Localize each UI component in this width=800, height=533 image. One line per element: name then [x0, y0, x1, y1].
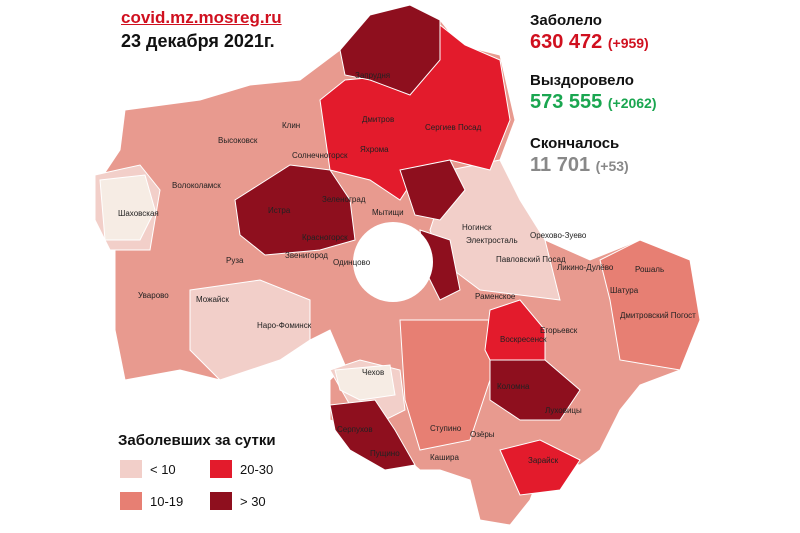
stat-delta: (+2062) — [607, 95, 657, 111]
legend-item: 10-19 — [120, 492, 183, 510]
legend-item: 20-30 — [210, 460, 273, 478]
town-label: Можайск — [196, 295, 229, 304]
town-label: Ногинск — [462, 223, 492, 232]
town-label: Солнечногорск — [292, 151, 348, 160]
region — [189, 279, 311, 381]
stat-label: Заболело — [530, 12, 602, 29]
legend-swatch — [210, 460, 232, 478]
stat-delta: (+959) — [607, 35, 649, 51]
region — [234, 164, 356, 256]
date: 23 декабря 2021г. — [121, 31, 275, 51]
stat-total: 630 472 — [530, 31, 603, 53]
legend-item: < 10 — [120, 460, 176, 478]
town-label: Павловский Посад — [496, 255, 566, 264]
town-label: Уварово — [138, 291, 169, 300]
legend-label: 20-30 — [240, 461, 274, 477]
town-label: Ступино — [430, 424, 462, 433]
region — [329, 399, 416, 471]
region — [399, 159, 466, 221]
town-label: Воскресенск — [500, 335, 547, 344]
stat: Выздоровело 573 555 (+2062) — [530, 72, 657, 114]
town-label: Раменское — [475, 292, 516, 301]
region — [339, 4, 441, 96]
town-label: Серпухов — [337, 425, 373, 434]
town-label: Клин — [282, 121, 300, 130]
stat-delta: (+53) — [595, 158, 629, 174]
legend-item: > 30 — [210, 492, 266, 510]
town-label: Орехово-Зуево — [530, 231, 587, 240]
town-label: Чехов — [362, 368, 384, 377]
town-label: Коломна — [497, 382, 530, 391]
legend-label: > 30 — [240, 493, 266, 509]
town-label: Шаховская — [118, 209, 159, 218]
town-label: Дмитров — [362, 115, 394, 124]
legend-label: < 10 — [150, 461, 176, 477]
town-label: Шатура — [610, 286, 639, 295]
town-label: Электросталь — [466, 236, 518, 245]
town-label: Егорьевск — [540, 326, 578, 335]
town-label: Наро-Фоминск — [257, 321, 312, 330]
town-label: Зеленоград — [322, 195, 366, 204]
stat-value: 11 701 (+53) — [530, 154, 629, 177]
town-label: Истра — [268, 206, 291, 215]
region — [99, 174, 156, 241]
town-label: Озёры — [470, 430, 495, 439]
stat-label: Скончалось — [530, 135, 620, 152]
town-label: Зарайск — [528, 456, 559, 465]
town-label: Ликино-Дулёво — [557, 263, 614, 272]
town-label: Кашира — [430, 453, 459, 462]
town-label: Красногорск — [302, 233, 348, 242]
town-label: Сергиев Посад — [425, 123, 482, 132]
town-label: Волоколамск — [172, 181, 221, 190]
stat: Заболело 630 472 (+959) — [530, 12, 649, 54]
region — [334, 364, 396, 401]
stat-value: 573 555 (+2062) — [530, 91, 657, 114]
town-label: Яхрома — [360, 145, 389, 154]
town-label: Мытищи — [372, 208, 404, 217]
legend-swatch — [210, 492, 232, 510]
legend-swatch — [120, 492, 142, 510]
town-label: Пущино — [370, 449, 400, 458]
stat: Скончалось 11 701 (+53) — [530, 135, 629, 177]
town-label: Дмитровский Погост — [620, 311, 696, 320]
source-link[interactable]: covid.mz.mosreg.ru — [121, 8, 282, 27]
stat-total: 573 555 — [530, 91, 603, 113]
town-label: Луховицы — [545, 406, 582, 415]
stat-value: 630 472 (+959) — [530, 31, 649, 54]
town-label: Запрудня — [355, 71, 390, 80]
region — [499, 439, 581, 496]
stat-label: Выздоровело — [530, 72, 634, 89]
legend-title: Заболевших за сутки — [118, 432, 276, 449]
legend-swatch — [120, 460, 142, 478]
town-label: Звенигород — [285, 251, 328, 260]
town-label: Высоковск — [218, 136, 258, 145]
town-label: Руза — [226, 256, 244, 265]
town-label: Рошаль — [635, 265, 664, 274]
region — [599, 239, 701, 371]
region — [489, 359, 581, 421]
moscow — [353, 222, 433, 302]
legend-label: 10-19 — [150, 493, 184, 509]
stat-total: 11 701 — [530, 154, 591, 176]
town-label: Одинцово — [333, 258, 371, 267]
